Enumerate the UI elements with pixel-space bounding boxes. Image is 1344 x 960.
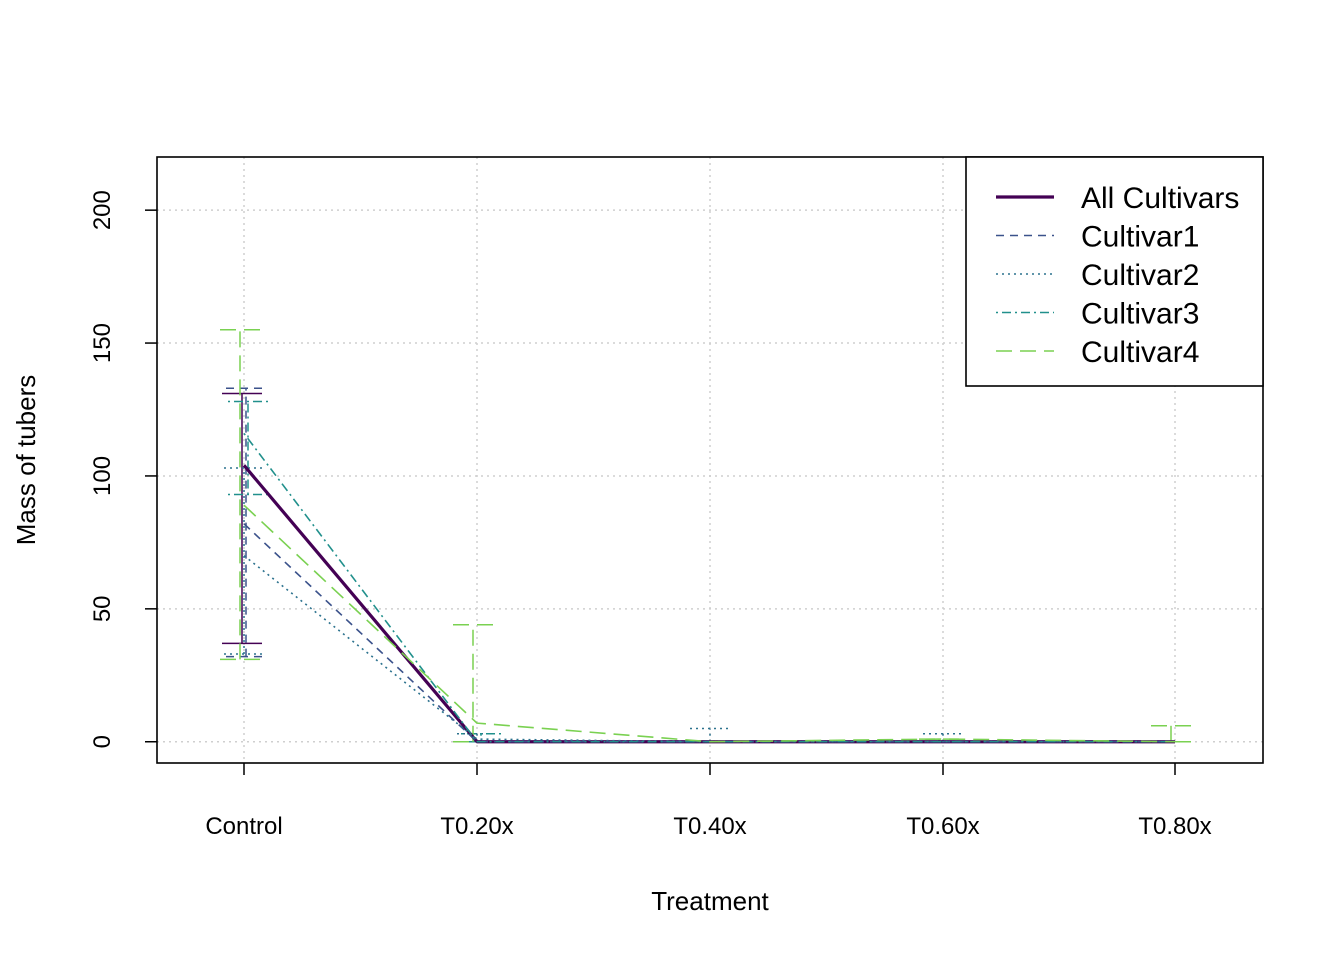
legend-label-4: Cultivar4 [1081,336,1199,369]
series-lines [242,432,1176,744]
axes: 0 50 100 150 200 Control T0.20x T0.40x T0.60x T0.… [89,190,1212,840]
y-tick-label: 100 [89,456,116,496]
x-tick-label: T0.40x [673,813,746,840]
legend: All Cultivars Cultivar1 Cultivar2 Cultivar3… [965,156,1264,387]
y-axis-title: Mass of tubers [11,375,41,546]
legend-label-1: Cultivar1 [1081,221,1199,254]
legend-label-2: Cultivar2 [1081,259,1199,292]
x-tick-label: T0.20x [440,813,513,840]
x-tick-label: T0.60x [906,813,979,840]
y-tick-label: 50 [89,595,116,622]
legend-label-0: All Cultivars [1081,182,1239,215]
legend-label-3: Cultivar3 [1081,298,1199,331]
x-tick-label: Control [205,813,282,840]
error-bars [220,329,1191,743]
legend-box [965,156,1264,387]
y-tick-label: 150 [89,323,116,363]
y-tick-label: 0 [89,735,116,748]
x-tick-label: T0.80x [1138,813,1211,840]
y-tick-label: 200 [89,190,116,230]
series-line-3 [243,432,1175,743]
x-axis-title: Treatment [651,886,769,916]
series-line-4 [243,504,1176,743]
